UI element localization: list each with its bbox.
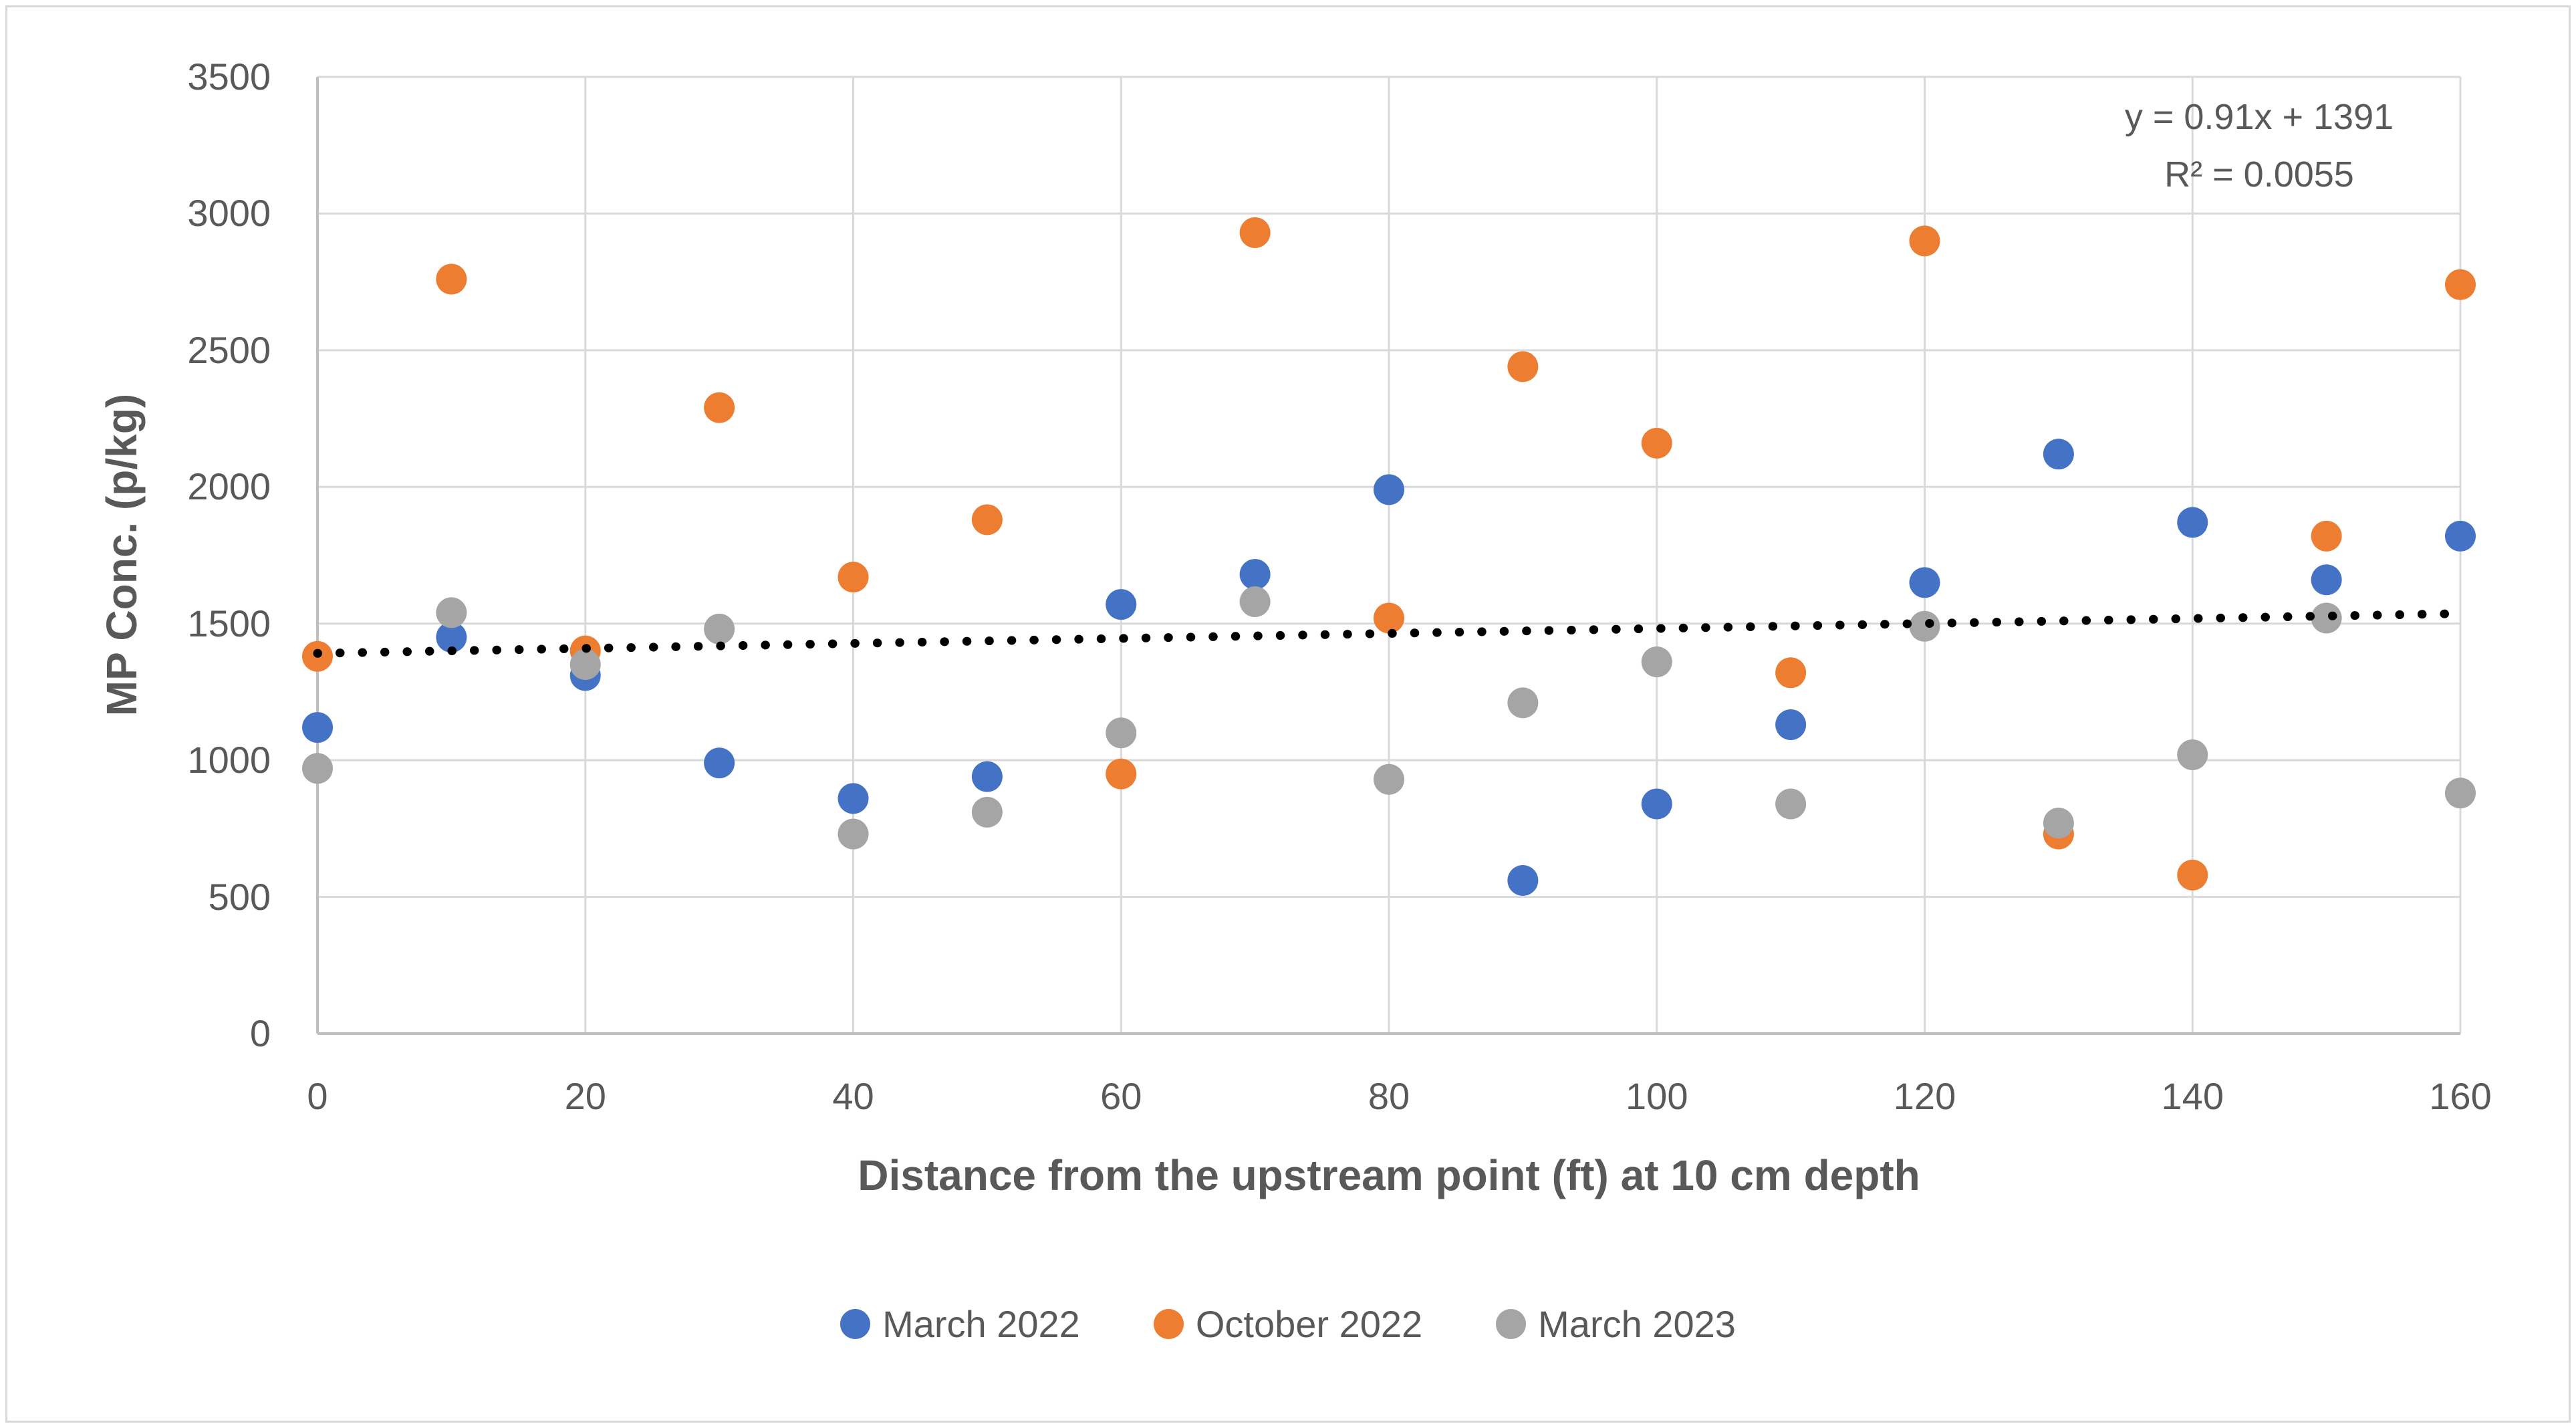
data-point-october-2022 bbox=[2445, 269, 2476, 300]
data-point-march-2023 bbox=[1909, 610, 1940, 642]
legend-label: March 2023 bbox=[1538, 1303, 1736, 1345]
data-point-october-2022 bbox=[838, 562, 869, 593]
y-axis-tick-label: 2000 bbox=[187, 465, 271, 508]
data-point-march-2023 bbox=[838, 818, 869, 850]
x-axis-tick-label: 140 bbox=[2161, 1075, 2224, 1117]
data-point-october-2022 bbox=[971, 504, 1003, 536]
data-point-march-2022 bbox=[436, 622, 467, 653]
data-point-march-2023 bbox=[2177, 739, 2208, 770]
data-point-march-2022 bbox=[1239, 559, 1271, 590]
chart-legend: March 2022 October 2022 March 2023 bbox=[0, 1302, 2576, 1346]
data-point-october-2022 bbox=[1106, 758, 1137, 790]
y-axis-tick-label: 1500 bbox=[187, 602, 271, 644]
x-axis-tick-label: 80 bbox=[1368, 1075, 1410, 1117]
data-point-march-2023 bbox=[569, 649, 601, 681]
y-axis-tick-label: 1000 bbox=[187, 739, 271, 782]
data-point-march-2022 bbox=[302, 712, 333, 743]
data-point-october-2022 bbox=[2177, 859, 2208, 890]
legend-item-october-2022: October 2022 bbox=[1153, 1302, 1423, 1346]
data-point-march-2023 bbox=[1641, 646, 1672, 677]
x-axis-tick-label: 40 bbox=[832, 1075, 874, 1117]
data-point-march-2022 bbox=[1775, 709, 1807, 740]
trendline bbox=[313, 609, 2465, 658]
x-axis-tick-label: 100 bbox=[1626, 1075, 1688, 1117]
data-point-march-2023 bbox=[2311, 602, 2342, 634]
data-point-march-2023 bbox=[2043, 808, 2074, 839]
data-point-march-2022 bbox=[2177, 507, 2208, 538]
data-point-march-2023 bbox=[1507, 687, 1539, 719]
data-point-march-2023 bbox=[971, 796, 1003, 828]
legend-marker-icon bbox=[1496, 1309, 1527, 1339]
data-point-march-2022 bbox=[1641, 788, 1672, 820]
trendline-equation: y = 0.91x + 1391 bbox=[2124, 97, 2394, 137]
data-point-march-2022 bbox=[1374, 474, 1404, 505]
data-point-march-2023 bbox=[1374, 763, 1404, 795]
y-axis-tick-label: 3000 bbox=[187, 192, 271, 235]
y-axis-tick-label: 3500 bbox=[187, 55, 271, 98]
data-point-march-2023 bbox=[436, 597, 467, 628]
data-point-october-2022 bbox=[1641, 427, 1672, 459]
data-point-march-2022 bbox=[2043, 439, 2074, 470]
x-axis-tick-label: 120 bbox=[1893, 1075, 1956, 1117]
legend-label: March 2022 bbox=[882, 1303, 1080, 1345]
data-point-october-2022 bbox=[1239, 217, 1271, 249]
data-point-march-2023 bbox=[302, 753, 333, 784]
legend-item-march-2023: March 2023 bbox=[1496, 1302, 1736, 1346]
x-axis-title: Distance from the upstream point (ft) at… bbox=[858, 1151, 1920, 1199]
x-axis-tick-label: 0 bbox=[307, 1075, 328, 1117]
data-point-march-2022 bbox=[838, 783, 869, 814]
data-point-march-2022 bbox=[704, 747, 735, 779]
data-point-october-2022 bbox=[1909, 225, 1940, 257]
data-point-march-2023 bbox=[1775, 788, 1807, 820]
data-point-march-2022 bbox=[1507, 865, 1539, 897]
data-point-october-2022 bbox=[436, 263, 467, 295]
y-axis-tick-label: 500 bbox=[208, 875, 271, 918]
y-axis-title: MP Conc. (p/kg) bbox=[98, 393, 146, 717]
x-axis-tick-label: 160 bbox=[2429, 1075, 2492, 1117]
data-point-march-2023 bbox=[1106, 717, 1137, 749]
y-axis-tick-label: 0 bbox=[249, 1012, 271, 1054]
legend-marker-icon bbox=[1153, 1309, 1184, 1339]
data-point-october-2022 bbox=[1775, 657, 1807, 689]
y-axis-tick-label: 2500 bbox=[187, 328, 271, 371]
data-point-october-2022 bbox=[2311, 520, 2342, 552]
legend-item-march-2022: March 2022 bbox=[840, 1302, 1080, 1346]
data-point-march-2022 bbox=[2445, 520, 2476, 552]
data-point-march-2022 bbox=[1106, 589, 1137, 620]
legend-marker-icon bbox=[840, 1309, 871, 1339]
data-point-march-2022 bbox=[2311, 564, 2342, 596]
data-point-march-2023 bbox=[1239, 586, 1271, 618]
trendline-annotation: y = 0.91x + 1391 R² = 0.0055 bbox=[2092, 88, 2426, 204]
data-point-march-2022 bbox=[971, 761, 1003, 792]
data-point-march-2023 bbox=[704, 613, 735, 644]
data-point-october-2022 bbox=[1374, 602, 1404, 634]
x-axis-tick-label: 20 bbox=[564, 1075, 606, 1117]
data-point-october-2022 bbox=[704, 392, 735, 423]
r-squared-label: R² = 0.0055 bbox=[2164, 154, 2354, 195]
x-axis-tick-label: 60 bbox=[1100, 1075, 1142, 1117]
legend-label: October 2022 bbox=[1195, 1303, 1423, 1345]
data-point-march-2022 bbox=[1909, 567, 1940, 598]
data-point-march-2023 bbox=[2445, 778, 2476, 809]
data-point-october-2022 bbox=[1507, 351, 1539, 382]
